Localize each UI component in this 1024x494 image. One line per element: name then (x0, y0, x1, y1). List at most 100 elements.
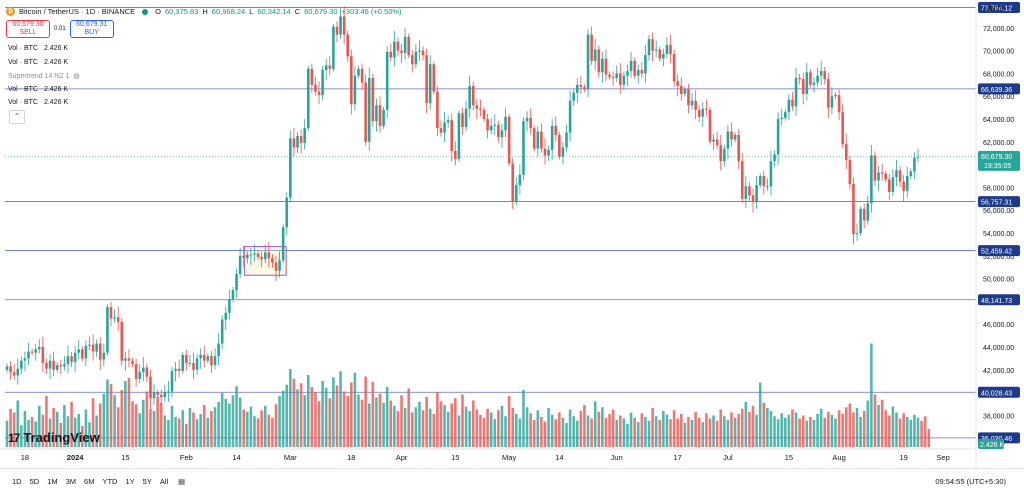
volume-bar (644, 417, 647, 447)
symbol-title[interactable]: Bitcoin / TetherUS · 1D · BINANCE (19, 7, 136, 16)
candle-body (762, 176, 766, 187)
currency-label[interactable]: USDT (984, 6, 1004, 13)
period-1y[interactable]: 1Y (125, 477, 135, 486)
collapse-indicators-button[interactable]: ⌃ (9, 110, 25, 124)
volume-bar (769, 411, 773, 447)
candle-body (572, 92, 575, 101)
period-ytd[interactable]: YTD (102, 477, 118, 486)
candlestick-chart[interactable]: 36,000.0038,000.0040,000.0042,000.0044,0… (0, 0, 1024, 468)
candle-body (357, 68, 360, 76)
volume-bar (471, 400, 475, 447)
trade-buttons: 60,679.30 SELL 0.01 60,679.31 BUY (6, 20, 114, 38)
volume-bar (629, 412, 633, 447)
candle-body (679, 85, 683, 94)
volume-bar (819, 408, 823, 447)
calendar-icon[interactable]: ▦ (178, 477, 186, 486)
volume-bar (504, 416, 507, 447)
volume-bar (285, 384, 289, 447)
volume-bar (784, 417, 787, 447)
volume-bar (888, 415, 891, 447)
candle-body (870, 155, 873, 204)
candle-body (48, 360, 52, 369)
indicator-supertrend[interactable]: Supertrend 14 hl2 1 ◎ (8, 72, 80, 80)
indicator-volume-3[interactable]: Vol · BTC 2.426 K (8, 86, 68, 93)
level-label-bg (978, 294, 1020, 306)
volume-bar (367, 403, 371, 447)
candle-body (177, 368, 181, 371)
volume-bar (801, 415, 805, 447)
volume-bar (590, 418, 593, 447)
volume-bar (321, 381, 324, 447)
volume-bar (306, 375, 310, 447)
candle-body (482, 109, 486, 119)
candle-body (565, 132, 568, 148)
period-6m[interactable]: 6M (84, 477, 95, 486)
indicator-volume-2[interactable]: Vol · BTC 2.426 K (8, 59, 68, 66)
period-3m[interactable]: 3M (65, 477, 77, 486)
candle-body (267, 252, 271, 259)
volume-bar (23, 411, 27, 447)
candle-body (142, 367, 145, 373)
indicator-label: Vol · BTC (8, 99, 38, 106)
period-all[interactable]: All (159, 477, 169, 486)
x-tick-label: May (502, 453, 516, 462)
volume-bar (755, 414, 758, 447)
candle-body (536, 131, 540, 149)
candle-body (425, 55, 428, 104)
period-1d[interactable]: 1D (12, 477, 22, 486)
clock-time[interactable]: 09:54:55 (UTC+5:30) (935, 477, 1006, 486)
buy-button[interactable]: 60,679.31 BUY (69, 20, 114, 38)
change-value: +303.46 (+0.50%) (341, 7, 402, 16)
candle-body (568, 100, 572, 133)
volume-bar (9, 408, 12, 447)
period-5y[interactable]: 5Y (142, 477, 152, 486)
candle-body (740, 161, 744, 199)
volume-bar (787, 414, 791, 447)
volume-bar (751, 405, 755, 447)
volume-bar (762, 402, 766, 447)
volume-bar (66, 416, 70, 447)
period-1m[interactable]: 1M (47, 477, 58, 486)
volume-bar (895, 412, 898, 447)
candle-body (109, 307, 113, 319)
candle-body (712, 139, 715, 142)
candle-body (801, 79, 805, 94)
candle-body (547, 149, 550, 156)
sell-button[interactable]: 60,679.30 SELL (6, 20, 50, 38)
volume-bar (694, 411, 697, 447)
candle-body (292, 138, 296, 148)
volume-bar (457, 415, 461, 447)
volume-bar (812, 420, 816, 447)
candle-body (593, 49, 597, 61)
candle-body (382, 109, 385, 126)
volume-bar (400, 395, 403, 447)
level-label: 48,141.73 (981, 298, 1012, 305)
candle-body (532, 128, 536, 149)
volume-bar (475, 409, 479, 447)
volume-bar (905, 417, 909, 447)
x-tick-label: 15 (121, 453, 129, 462)
candle-body (66, 356, 70, 365)
volume-bar (81, 426, 84, 447)
candle-body (400, 50, 403, 53)
candle-body (271, 258, 274, 263)
open-label: O (155, 7, 161, 16)
indicator-volume-4[interactable]: Vol · BTC 2.426 K (8, 99, 68, 106)
y-tick-label: 42,000.00 (983, 368, 1014, 375)
volume-bar (758, 382, 762, 447)
y-tick-label: 66,000.00 (983, 94, 1014, 101)
volume-bar (586, 415, 590, 447)
volume-bar (113, 395, 116, 447)
candle-body (766, 186, 769, 188)
volume-bar (518, 418, 522, 447)
market-open-icon (142, 8, 149, 15)
candle-body (916, 156, 920, 158)
volume-bar (723, 416, 726, 447)
candle-body (228, 299, 231, 313)
hidden-eye-icon[interactable]: ◎ (73, 73, 80, 80)
volume-bar (841, 414, 844, 447)
indicator-volume-1[interactable]: Vol · BTC 2.426 K (8, 45, 68, 52)
volume-bar (744, 402, 748, 447)
volume-bar (410, 412, 414, 447)
period-5d[interactable]: 5D (29, 477, 40, 486)
